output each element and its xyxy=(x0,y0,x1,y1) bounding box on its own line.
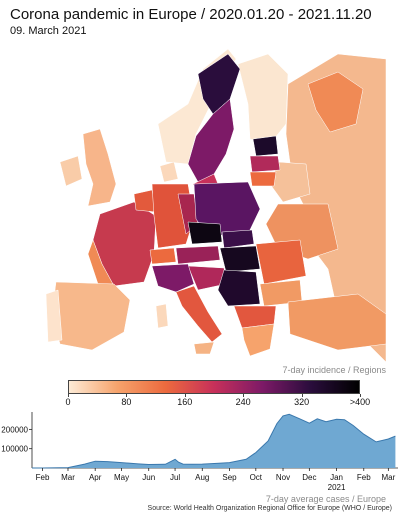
legend-tick-mark xyxy=(184,394,186,397)
region-finland xyxy=(237,53,289,145)
legend-tick-mark xyxy=(301,394,303,397)
region-denmark xyxy=(159,161,179,183)
region-slovakia xyxy=(221,229,255,249)
region-uk xyxy=(82,128,117,207)
cases-area xyxy=(32,414,396,468)
x-tick-label: Sep xyxy=(222,473,237,482)
legend-tick-mark xyxy=(126,394,128,397)
region-italy-north xyxy=(151,263,195,293)
x-tick-label: May xyxy=(114,473,129,482)
y-tick-label: 200000 xyxy=(1,425,28,434)
x-tick-label: Jul xyxy=(170,473,180,482)
legend-tick-label: 80 xyxy=(121,397,132,407)
x-tick-label: Mar xyxy=(381,473,395,482)
region-sicily xyxy=(193,341,215,355)
x-tick-label: Oct xyxy=(250,473,263,482)
y-tick-label: 100000 xyxy=(1,445,28,454)
x-tick-label: Aug xyxy=(195,473,209,482)
x-tick-label: Feb xyxy=(36,473,50,482)
legend-tick-label: 320 xyxy=(294,397,310,407)
source-note: Source: World Health Organization Region… xyxy=(147,505,392,512)
region-serbia-bosnia xyxy=(217,269,261,307)
region-austria xyxy=(175,245,221,265)
region-russia-north xyxy=(307,71,364,133)
choropleth-map[interactable] xyxy=(38,44,386,362)
region-hungary xyxy=(219,245,261,273)
region-romania xyxy=(255,239,307,285)
x-tick-label: Mar xyxy=(61,473,75,482)
region-italy xyxy=(175,285,223,343)
map-date: 09. March 2021 xyxy=(10,25,87,37)
region-lithuania xyxy=(249,171,277,187)
x-tick-label: Jan xyxy=(330,473,343,482)
map-caption: 7-day incidence / Regions xyxy=(282,365,386,375)
region-sardinia xyxy=(155,303,169,329)
region-czechia xyxy=(187,221,223,245)
legend-tick-label: 0 xyxy=(65,397,71,407)
cases-timeseries-chart: 100000 200000 Feb Mar Apr May Jun Jul Aug Sep Oct N… xyxy=(0,408,400,494)
x-tick-label: Nov xyxy=(276,473,290,482)
legend-tick-mark xyxy=(360,394,361,397)
legend-tick-label: 160 xyxy=(177,397,193,407)
region-greece xyxy=(241,323,275,357)
x-tick-label: Apr xyxy=(89,473,102,482)
timeseries-caption: 7-day average cases / Europe xyxy=(265,494,386,504)
x-tick-label: Jun xyxy=(142,473,155,482)
region-latvia xyxy=(249,155,281,173)
region-turkey xyxy=(287,293,386,351)
map-title: Corona pandemic in Europe / 2020.01.20 -… xyxy=(10,6,372,23)
year-label: 2021 xyxy=(328,483,346,492)
color-legend-bar xyxy=(68,380,360,394)
cases-line xyxy=(32,413,396,469)
x-tick-label: Feb xyxy=(357,473,371,482)
legend-tick-mark xyxy=(243,394,245,397)
region-estonia xyxy=(252,135,279,157)
region-ireland xyxy=(59,155,83,187)
legend-tick-label: 240 xyxy=(235,397,251,407)
legend-tick-mark xyxy=(68,394,69,397)
region-portugal xyxy=(45,289,63,343)
region-switzerland xyxy=(149,247,177,265)
color-legend-ticks: 0 80 160 240 320 >400 xyxy=(65,394,370,408)
x-tick-label: Dec xyxy=(302,473,316,482)
legend-tick-label: >400 xyxy=(349,397,371,407)
